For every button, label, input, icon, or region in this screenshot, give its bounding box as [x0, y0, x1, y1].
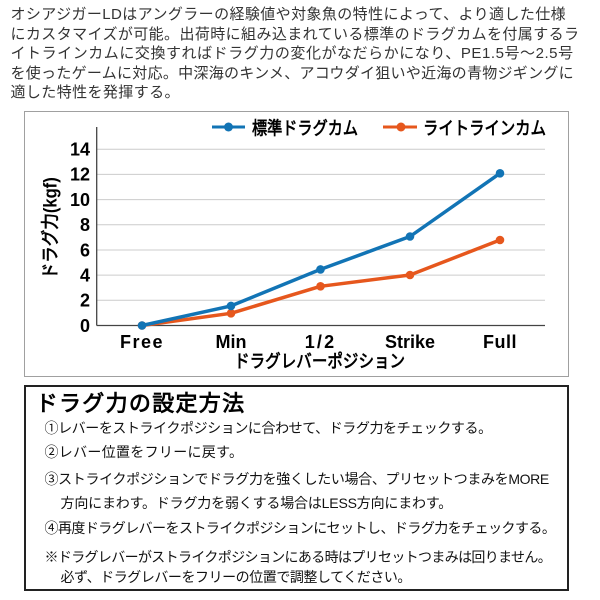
svg-text:14: 14	[70, 140, 90, 160]
svg-text:4: 4	[80, 265, 90, 285]
svg-text:Full: Full	[483, 332, 517, 352]
svg-text:0: 0	[80, 316, 90, 336]
svg-text:ドラグ力(kgf): ドラグ力(kgf)	[39, 177, 60, 279]
svg-text:8: 8	[80, 215, 90, 235]
svg-text:ライトラインカム: ライトラインカム	[423, 118, 546, 138]
svg-text:Strike: Strike	[385, 332, 435, 352]
svg-text:Min: Min	[216, 332, 247, 352]
svg-text:標準ドラグカム: 標準ドラグカム	[252, 117, 358, 138]
svg-text:12: 12	[70, 165, 90, 185]
svg-text:ドラグレバーポジション: ドラグレバーポジション	[234, 351, 405, 372]
svg-text:2: 2	[80, 291, 90, 311]
svg-text:10: 10	[70, 190, 90, 210]
svg-text:Free: Free	[120, 332, 164, 352]
svg-text:6: 6	[80, 240, 90, 260]
svg-text:1/2: 1/2	[305, 332, 337, 352]
